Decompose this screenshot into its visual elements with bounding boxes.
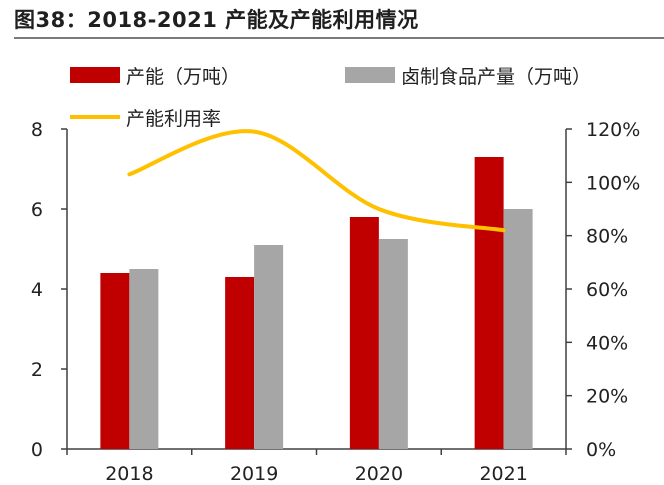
bar-output (378, 239, 408, 449)
right-tick-label: 60% (586, 279, 628, 301)
legend: 产能（万吨） 卤制食品产量（万吨） 产能利用率 (70, 66, 591, 130)
utilization-series-line (127, 129, 506, 233)
x-tick-label: 2019 (230, 463, 278, 485)
bar-output (129, 269, 159, 449)
utilization-line (127, 129, 506, 233)
legend-swatch-output (345, 67, 395, 83)
right-tick-label: 20% (586, 386, 628, 408)
bars (100, 157, 533, 449)
x-tick-label: 2020 (355, 463, 403, 485)
bar-output (503, 209, 533, 449)
left-tick-label: 2 (31, 359, 43, 381)
legend-label-output: 卤制食品产量（万吨） (401, 66, 591, 88)
left-tick-label: 0 (31, 439, 43, 461)
right-tick-label: 40% (586, 332, 628, 354)
bar-capacity (100, 273, 130, 449)
left-tick-label: 8 (31, 119, 43, 141)
title-divider (14, 37, 664, 39)
bar-capacity (474, 157, 504, 449)
legend-swatch-capacity (70, 67, 120, 83)
right-tick-label: 120% (586, 119, 640, 141)
x-tick-label: 2018 (105, 463, 153, 485)
right-tick-label: 0% (586, 439, 616, 461)
bar-capacity (349, 217, 379, 449)
bar-capacity (225, 277, 255, 449)
left-tick-label: 4 (31, 279, 43, 301)
legend-label-capacity: 产能（万吨） (126, 66, 240, 88)
left-tick-label: 6 (31, 199, 43, 221)
bar-output (254, 245, 284, 449)
legend-label-utilization: 产能利用率 (126, 108, 221, 130)
figure-title: 图38：2018-2021 产能及产能利用情况 (14, 8, 419, 32)
x-tick-label: 2021 (479, 463, 527, 485)
right-tick-label: 80% (586, 226, 628, 248)
right-tick-label: 100% (586, 172, 640, 194)
